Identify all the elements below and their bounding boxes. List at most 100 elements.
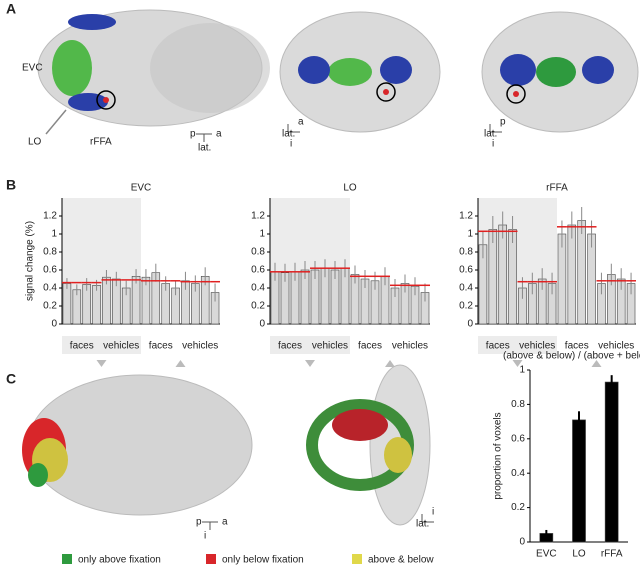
y-tick-label: 0.6 — [43, 265, 57, 276]
y-tick-label: 0.8 — [251, 247, 265, 258]
region-label: EVC — [22, 63, 43, 74]
bar — [92, 284, 101, 325]
group-shade — [62, 336, 141, 354]
condition-marker — [591, 360, 602, 367]
group-label: faces — [70, 341, 94, 352]
panel-label: A — [6, 1, 16, 17]
brain-posterior — [481, 11, 639, 133]
orientation-label: i — [290, 139, 292, 150]
orientation-label: p — [190, 129, 196, 140]
orientation-axes — [202, 521, 218, 530]
orientation-label: lat. — [484, 129, 497, 140]
condition-marker — [512, 360, 523, 367]
group-shade — [478, 336, 557, 354]
orientation-label: lat. — [282, 129, 295, 140]
y-tick-label: 1 — [51, 229, 57, 240]
legend-swatch — [62, 554, 72, 564]
region-label: LO — [28, 137, 42, 148]
y-tick-label: 0 — [259, 319, 265, 330]
y-tick-label: 1.2 — [43, 211, 57, 222]
orientation-axes — [489, 124, 502, 133]
group-label: vehicles — [392, 341, 428, 352]
brain-sagittal — [22, 374, 253, 516]
y-tick-label: 0 — [519, 537, 525, 548]
group-label: vehicles — [312, 341, 348, 352]
condition-marker — [175, 360, 186, 367]
legend-label: only above fixation — [78, 555, 161, 566]
bar — [577, 220, 586, 325]
brain-axial — [37, 9, 270, 135]
orientation-label: lat. — [198, 143, 211, 154]
x-tick-label: LO — [572, 549, 586, 560]
group-label: vehicles — [519, 341, 555, 352]
x-tick-label: rFFA — [601, 549, 623, 560]
y-tick-label: 0.4 — [251, 283, 265, 294]
orientation-label: i — [492, 139, 494, 150]
chart-title: (above & below) / (above + below) — [503, 351, 640, 362]
x-tick-label: EVC — [536, 549, 557, 560]
y-tick-label: 0.2 — [251, 301, 265, 312]
brain-coronal — [279, 11, 441, 133]
group-label: faces — [278, 341, 302, 352]
legend-label: above & below — [368, 555, 434, 566]
orientation-axes — [287, 124, 300, 133]
y-tick-label: 0.4 — [511, 468, 525, 479]
y-tick-label: 0.8 — [459, 247, 473, 258]
bar — [572, 419, 586, 543]
bar — [567, 224, 577, 325]
group-shade — [270, 336, 350, 354]
y-tick-label: 0.2 — [511, 502, 525, 513]
y-tick-label: 1 — [467, 229, 473, 240]
y-tick-label: 0.2 — [43, 301, 57, 312]
group-label: vehicles — [598, 341, 634, 352]
y-tick-label: 0.8 — [511, 399, 525, 410]
bar — [604, 381, 619, 543]
bar — [488, 229, 498, 325]
bar — [508, 229, 517, 325]
y-tick-label: 0.6 — [459, 265, 473, 276]
orientation-label: p — [196, 517, 202, 528]
orientation-label: i — [204, 531, 206, 542]
y-tick-label: 0.8 — [43, 247, 57, 258]
y-tick-label: 0.4 — [43, 283, 57, 294]
chart-title: rFFA — [546, 183, 568, 194]
brain-coronal-c — [306, 364, 431, 526]
y-tick-label: 1 — [259, 229, 265, 240]
panel-label: B — [6, 177, 16, 193]
group-label: vehicles — [103, 341, 139, 352]
chart-title: LO — [343, 183, 357, 194]
bar — [498, 224, 507, 325]
y-tick-label: 1.2 — [251, 211, 265, 222]
y-axis-label: proportion of voxels — [493, 412, 504, 499]
group-label: faces — [149, 341, 173, 352]
region-label: rFFA — [90, 137, 112, 148]
group-label: faces — [486, 341, 510, 352]
orientation-label: lat. — [416, 519, 429, 530]
legend-label: only below fixation — [222, 555, 304, 566]
y-tick-label: 0 — [467, 319, 473, 330]
group-label: vehicles — [182, 341, 218, 352]
bar — [62, 283, 72, 325]
legend-swatch — [352, 554, 362, 564]
y-tick-label: 0.6 — [251, 265, 265, 276]
legend-swatch — [206, 554, 216, 564]
panel-label: C — [6, 371, 16, 387]
chart-title: EVC — [131, 183, 152, 194]
orientation-label: p — [500, 117, 506, 128]
group-label: faces — [358, 341, 382, 352]
orientation-label: a — [216, 129, 222, 140]
orientation-label: a — [298, 117, 304, 128]
orientation-label: i — [432, 507, 434, 518]
orientation-label: a — [222, 517, 228, 528]
y-tick-label: 1.2 — [459, 211, 473, 222]
orientation-axes — [421, 514, 434, 523]
y-tick-label: 0 — [51, 319, 57, 330]
y-tick-label: 0.4 — [459, 283, 473, 294]
condition-marker — [305, 360, 315, 367]
group-label: faces — [565, 341, 589, 352]
condition-marker — [96, 360, 107, 367]
y-tick-label: 0.2 — [459, 301, 473, 312]
y-axis-label: signal change (%) — [25, 221, 36, 301]
y-tick-label: 0.6 — [511, 433, 525, 444]
